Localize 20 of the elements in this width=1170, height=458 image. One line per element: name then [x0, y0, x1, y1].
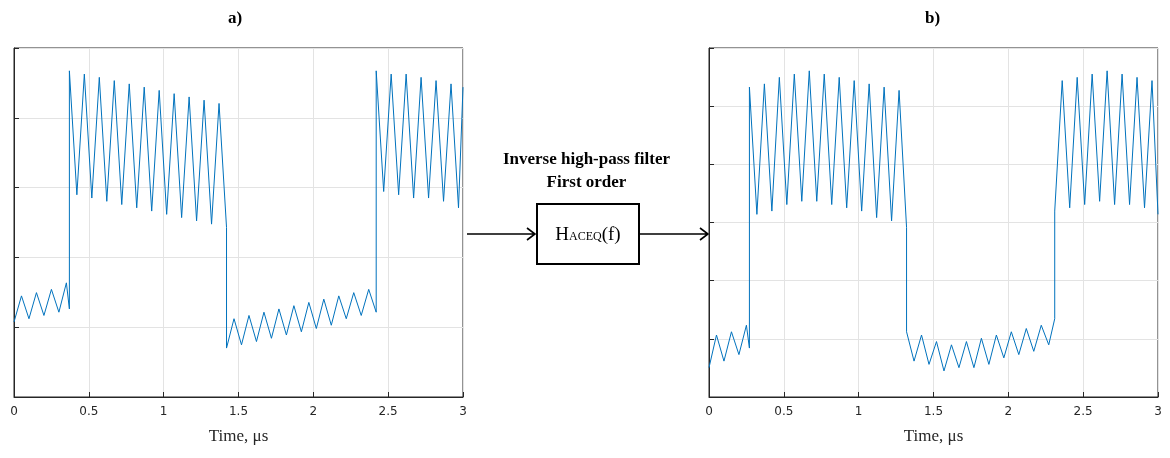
x-tick-label: 2.5 — [378, 404, 398, 418]
x-tick-label: 0.5 — [79, 404, 99, 418]
x-tick-label: 0.5 — [774, 404, 794, 418]
x-axis-title: Time, μs — [208, 426, 269, 445]
x-tick-label: 1 — [159, 404, 168, 418]
x-tick-label: 0 — [705, 404, 713, 418]
x-tick-label: 2 — [1004, 404, 1013, 418]
x-tick-label: 3 — [459, 404, 467, 418]
text: First order — [545, 172, 628, 192]
x-tick-label: 1.5 — [228, 404, 249, 418]
x-tick-label: 2.5 — [1073, 404, 1093, 418]
x-tick-label: 2 — [309, 404, 318, 418]
x-tick-label: 3 — [1154, 404, 1162, 418]
x-tick-label: 1 — [854, 404, 863, 418]
chart-title: a) — [227, 8, 243, 27]
x-axis-title: Time, μs — [903, 426, 964, 445]
x-tick-label: 0 — [10, 404, 18, 418]
chart-title: b) — [924, 8, 941, 27]
text: Inverse high-pass filter — [501, 149, 672, 169]
x-tick-label: 1.5 — [923, 404, 944, 418]
